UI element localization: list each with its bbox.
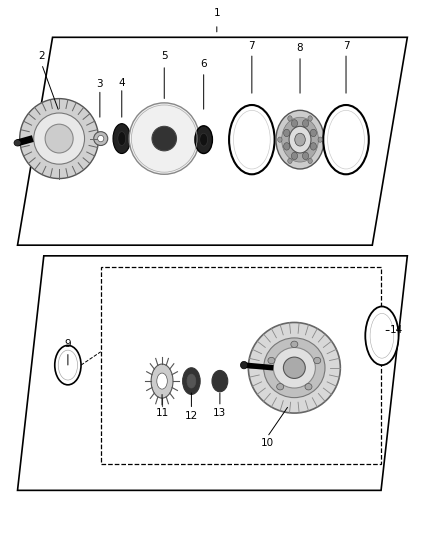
Ellipse shape — [45, 124, 73, 153]
Ellipse shape — [212, 370, 228, 392]
Text: 7: 7 — [248, 42, 255, 51]
Ellipse shape — [14, 140, 21, 146]
Ellipse shape — [152, 126, 177, 151]
Ellipse shape — [303, 120, 309, 127]
Text: 5: 5 — [161, 51, 168, 61]
Text: 2: 2 — [38, 51, 45, 61]
Text: 4: 4 — [118, 78, 125, 87]
Ellipse shape — [370, 313, 394, 358]
Ellipse shape — [291, 152, 297, 159]
Ellipse shape — [113, 124, 131, 154]
Polygon shape — [18, 256, 407, 490]
Ellipse shape — [308, 116, 312, 121]
Ellipse shape — [305, 384, 312, 390]
Ellipse shape — [183, 368, 200, 394]
Ellipse shape — [310, 129, 316, 136]
Ellipse shape — [20, 99, 99, 179]
Ellipse shape — [233, 110, 270, 169]
Ellipse shape — [273, 348, 315, 388]
Ellipse shape — [200, 133, 208, 146]
Ellipse shape — [308, 158, 312, 164]
Ellipse shape — [314, 357, 321, 364]
Text: 3: 3 — [96, 79, 103, 89]
Text: 14: 14 — [390, 326, 403, 335]
Ellipse shape — [278, 137, 282, 142]
Ellipse shape — [318, 137, 322, 142]
Ellipse shape — [289, 126, 311, 153]
Ellipse shape — [129, 103, 199, 174]
Ellipse shape — [277, 384, 284, 390]
Ellipse shape — [55, 345, 81, 385]
Ellipse shape — [365, 306, 399, 365]
Text: 7: 7 — [343, 42, 350, 51]
Ellipse shape — [276, 110, 324, 169]
Ellipse shape — [323, 105, 369, 174]
Ellipse shape — [264, 338, 325, 398]
Ellipse shape — [288, 158, 292, 164]
Text: 1: 1 — [213, 9, 220, 18]
Text: 13: 13 — [213, 408, 226, 418]
Ellipse shape — [240, 361, 247, 369]
Ellipse shape — [151, 364, 173, 398]
Polygon shape — [18, 37, 407, 245]
Text: 6: 6 — [200, 59, 207, 69]
Text: 9: 9 — [64, 339, 71, 349]
Ellipse shape — [288, 116, 292, 121]
Polygon shape — [101, 266, 381, 464]
Text: 11: 11 — [155, 408, 169, 418]
Text: 12: 12 — [185, 411, 198, 421]
Ellipse shape — [282, 117, 318, 162]
Ellipse shape — [283, 357, 305, 378]
Ellipse shape — [34, 113, 85, 164]
Ellipse shape — [118, 132, 126, 146]
Ellipse shape — [291, 341, 298, 348]
Ellipse shape — [157, 373, 167, 389]
Ellipse shape — [268, 357, 275, 364]
Ellipse shape — [284, 129, 290, 136]
Text: 8: 8 — [297, 43, 304, 53]
Ellipse shape — [328, 110, 364, 169]
Ellipse shape — [295, 133, 305, 146]
Ellipse shape — [94, 132, 108, 146]
Ellipse shape — [58, 350, 78, 380]
Ellipse shape — [195, 126, 212, 154]
Ellipse shape — [284, 143, 290, 150]
Ellipse shape — [248, 322, 340, 413]
Ellipse shape — [229, 105, 275, 174]
Ellipse shape — [291, 120, 297, 127]
Ellipse shape — [310, 143, 316, 150]
Ellipse shape — [187, 374, 196, 388]
Ellipse shape — [98, 135, 104, 142]
Ellipse shape — [303, 152, 309, 159]
Text: 10: 10 — [261, 439, 274, 448]
